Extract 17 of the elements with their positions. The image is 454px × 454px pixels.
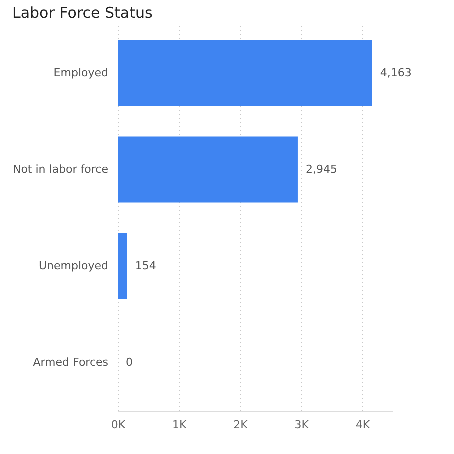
data-label: 4,163 bbox=[380, 66, 412, 80]
data-label: 0 bbox=[126, 356, 133, 369]
y-tick-label: Armed Forces bbox=[33, 356, 109, 369]
x-tick-label: 2K bbox=[234, 418, 249, 432]
x-tick-label: 4K bbox=[356, 418, 371, 432]
bar bbox=[118, 233, 128, 300]
y-tick-label: Employed bbox=[54, 66, 108, 80]
x-tick-label: 1K bbox=[172, 418, 188, 432]
bar bbox=[118, 136, 298, 203]
data-label: 2,945 bbox=[306, 162, 338, 176]
data-label: 154 bbox=[135, 259, 156, 272]
bar bbox=[118, 40, 372, 106]
x-tick-label: 0K bbox=[111, 418, 126, 432]
y-tick-label: Unemployed bbox=[38, 259, 108, 272]
chart-title: Labor Force Status bbox=[12, 4, 153, 22]
y-tick-label: Not in labor force bbox=[12, 162, 109, 176]
x-tick-label: 3K bbox=[294, 418, 310, 432]
